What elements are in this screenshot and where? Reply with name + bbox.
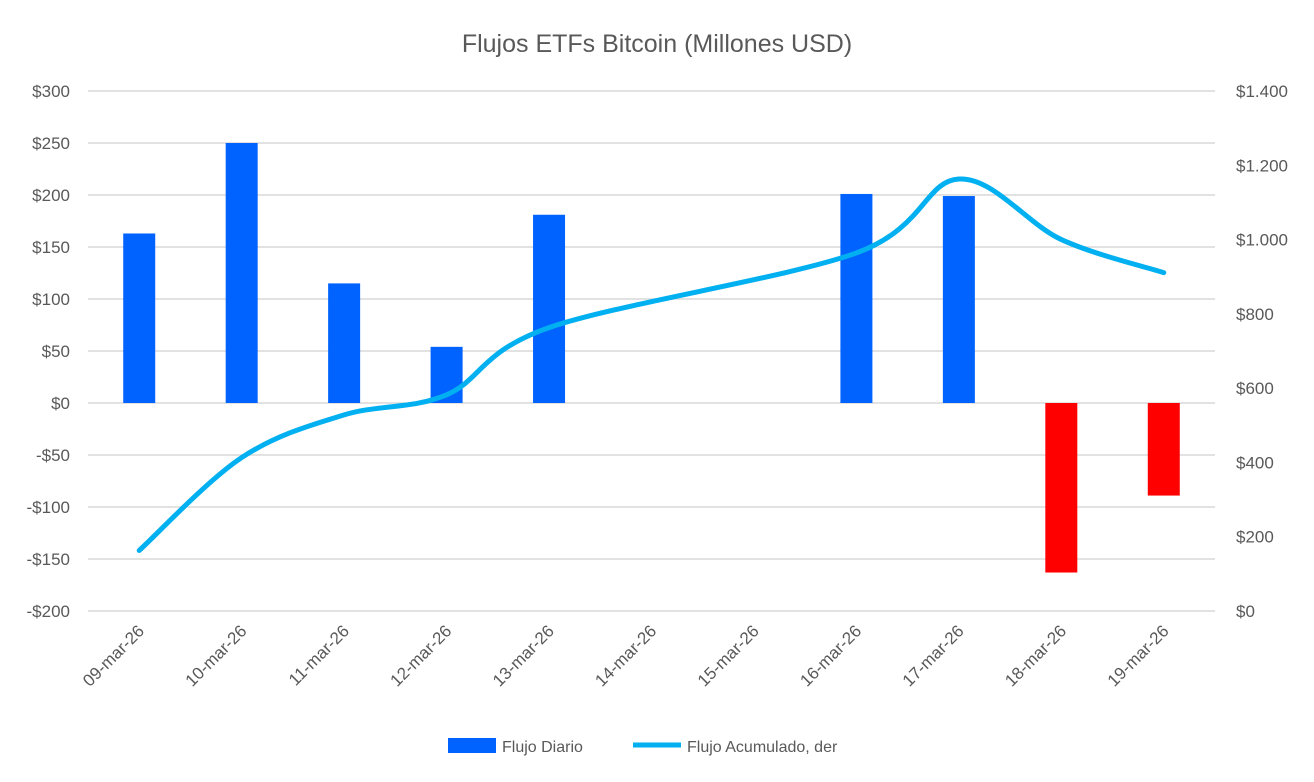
left-tick-label: -$200 <box>27 602 70 621</box>
bar <box>328 283 361 403</box>
right-tick-label: $0 <box>1236 602 1255 621</box>
left-tick-label: $100 <box>32 290 70 309</box>
left-tick-label: $50 <box>42 342 70 361</box>
x-tick-label: 16-mar-26 <box>796 621 865 690</box>
right-tick-label: $200 <box>1236 528 1274 547</box>
cumulative-line <box>136 176 1167 553</box>
x-axis: 09-mar-26 10-mar-26 11-mar-26 12-mar-26 13-m… <box>79 621 1172 690</box>
bar <box>1147 403 1180 496</box>
legend-swatch-bar <box>448 738 496 753</box>
right-tick-label: $1.400 <box>1236 82 1288 101</box>
gridlines <box>88 90 1215 612</box>
left-tick-label: $250 <box>32 134 70 153</box>
left-tick-label: $0 <box>51 394 70 413</box>
right-axis: $1.400 $1.200 $1.000 $800 $600 $400 $200 $0 <box>1236 82 1288 621</box>
bar <box>840 193 873 403</box>
bar <box>123 233 156 403</box>
right-tick-label: $600 <box>1236 379 1274 398</box>
x-tick-label: 14-mar-26 <box>591 621 660 690</box>
x-tick-label: 13-mar-26 <box>489 621 558 690</box>
bar <box>942 196 975 403</box>
bar <box>225 143 258 403</box>
x-tick-label: 12-mar-26 <box>387 621 456 690</box>
bar <box>1045 403 1078 573</box>
x-tick-label: 15-mar-26 <box>694 621 763 690</box>
right-tick-label: $800 <box>1236 305 1274 324</box>
x-tick-label: 19-mar-26 <box>1104 621 1173 690</box>
chart-title: Flujos ETFs Bitcoin (Millones USD) <box>462 30 852 58</box>
legend: Flujo Diario Flujo Acumulado, der <box>448 738 838 756</box>
left-tick-label: $200 <box>32 186 70 205</box>
x-tick-label: 11-mar-26 <box>285 621 353 689</box>
left-tick-label: $300 <box>32 82 70 101</box>
x-tick-label: 10-mar-26 <box>182 621 251 690</box>
right-tick-label: $1.000 <box>1236 231 1288 250</box>
right-tick-label: $1.200 <box>1236 156 1288 175</box>
bars <box>123 143 1180 573</box>
legend-label-bar: Flujo Diario <box>502 739 583 756</box>
legend-label-line: Flujo Acumulado, der <box>687 739 838 756</box>
left-tick-label: -$50 <box>36 446 70 465</box>
x-tick-label: 18-mar-26 <box>1001 621 1070 690</box>
bar <box>533 214 566 403</box>
left-tick-label: -$100 <box>27 498 70 517</box>
left-axis: $300 $250 $200 $150 $100 $50 $0 -$50 -$100 -$150 -… <box>27 82 70 621</box>
left-tick-label: $150 <box>32 238 70 257</box>
x-tick-label: 17-mar-26 <box>899 621 968 690</box>
left-tick-label: -$150 <box>27 550 70 569</box>
x-tick-label: 09-mar-26 <box>79 621 148 690</box>
line-series <box>136 176 1167 553</box>
right-tick-label: $400 <box>1236 453 1274 472</box>
